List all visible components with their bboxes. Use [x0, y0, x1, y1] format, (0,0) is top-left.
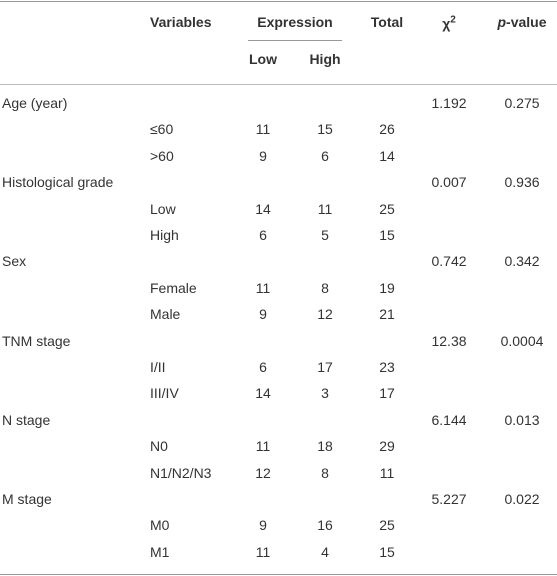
cell: 1.192 [431, 95, 467, 111]
cell: 12 [317, 306, 333, 323]
header: p-value [497, 13, 546, 31]
header: χ2 [442, 12, 456, 33]
cell: N1/N2/N3 [150, 464, 212, 481]
cell: 6 [321, 147, 329, 164]
cell: 17 [379, 385, 395, 402]
cell: Female [150, 279, 197, 296]
cell: N stage [2, 411, 51, 428]
cell: M0 [150, 517, 170, 534]
cell: Histological grade [2, 174, 114, 191]
cell: N0 [150, 438, 168, 455]
cell: TNM stage [2, 332, 71, 349]
cell: 0.342 [504, 253, 540, 270]
cell: 0.0004 [500, 332, 544, 349]
cell: >60 [150, 147, 174, 164]
cell: M1 [150, 543, 170, 560]
cell: 11 [255, 279, 271, 296]
cell: High [150, 227, 179, 243]
cell: 9 [259, 147, 267, 164]
cell: 11 [379, 464, 395, 481]
cell: 6.144 [431, 411, 467, 428]
cell: 9 [259, 517, 267, 534]
cell: 17 [317, 359, 333, 375]
cell: 11 [317, 200, 333, 217]
cell: 14 [379, 147, 395, 164]
cell: I/II [150, 359, 166, 375]
cell: 0.742 [431, 253, 467, 270]
cell: 0.936 [504, 174, 540, 191]
cell: 6 [259, 227, 267, 243]
cell: 5 [321, 227, 329, 243]
cell: 5.227 [431, 491, 467, 507]
rule [0, 574, 557, 575]
cell: 29 [379, 438, 395, 455]
cell: 9 [259, 306, 267, 323]
rule [0, 1, 557, 2]
header: Variables [150, 14, 212, 30]
header-text: -value [506, 14, 547, 30]
cell: 15 [379, 543, 395, 560]
cell: 14 [255, 385, 271, 402]
cell: 0.022 [504, 491, 540, 507]
cell: Male [150, 306, 181, 323]
cell: 8 [321, 464, 329, 481]
cell: 16 [317, 517, 333, 534]
cell: 0.007 [431, 174, 467, 191]
cell: ≤60 [150, 121, 174, 138]
cell: Low [150, 200, 176, 217]
header: High [309, 51, 341, 67]
cell: 11 [255, 438, 271, 455]
header-text: p [497, 14, 507, 30]
cell: Sex [2, 253, 27, 270]
cell: 19 [379, 279, 395, 296]
header-text: 2 [450, 14, 456, 26]
header: Total [370, 14, 404, 30]
cell: 11 [255, 121, 271, 138]
cell: 3 [321, 385, 329, 402]
cell: 18 [317, 438, 333, 455]
cell: 14 [255, 200, 271, 217]
cell: 15 [379, 227, 395, 243]
cell: 12.38 [431, 332, 467, 349]
cell: 15 [317, 121, 333, 138]
cell: 23 [379, 359, 395, 375]
cell: 26 [379, 121, 395, 138]
cell: 25 [379, 200, 395, 217]
cell: 12 [255, 464, 271, 481]
header: Low [249, 51, 277, 67]
rule [248, 40, 342, 41]
cell: 21 [379, 306, 395, 323]
header-text: χ [442, 15, 451, 32]
cell: M stage [2, 491, 52, 507]
header: Expression [257, 14, 333, 30]
cell: 25 [379, 517, 395, 534]
cell: 8 [321, 279, 329, 296]
cell: 0.275 [504, 95, 540, 111]
cell: 4 [321, 543, 329, 560]
cell: 0.013 [504, 411, 540, 428]
cell: 6 [259, 359, 267, 375]
cell: III/IV [150, 385, 179, 402]
rule [0, 84, 557, 85]
cell: 11 [255, 543, 271, 560]
cell: Age (year) [2, 95, 68, 111]
